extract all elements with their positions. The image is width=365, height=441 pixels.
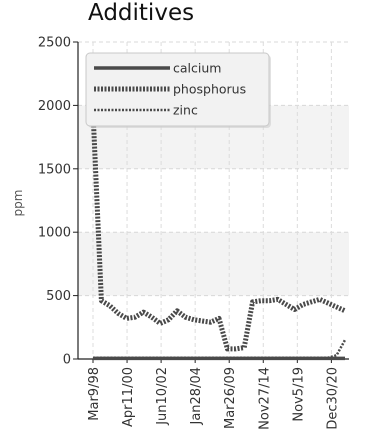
y-tick-labels: 0 500 1000 1500 2000 2500 bbox=[38, 36, 78, 368]
legend: calcium phosphorus zinc bbox=[85, 52, 271, 128]
x-tick-label: Jan28/04 bbox=[189, 367, 204, 426]
y-tick-label: 500 bbox=[46, 289, 71, 304]
x-tick-label: Mar26/09 bbox=[223, 367, 238, 429]
grid-bands bbox=[78, 105, 349, 296]
grid-band bbox=[78, 232, 349, 296]
y-tick-label: 0 bbox=[63, 353, 71, 368]
x-tick-label: Nov27/14 bbox=[257, 367, 272, 430]
x-tick-labels: Mar9/98 Apr11/00 Jun10/02 Jan28/04 Mar26/09 N… bbox=[87, 359, 340, 430]
y-tick-label: 2000 bbox=[38, 99, 71, 114]
chart-title: Additives bbox=[88, 0, 195, 26]
legend-label-phosphorus: phosphorus bbox=[173, 82, 246, 97]
y-axis-label: ppm bbox=[11, 190, 25, 217]
y-tick-label: 2500 bbox=[38, 36, 71, 51]
legend-label-calcium: calcium bbox=[173, 61, 221, 76]
x-tick-label: Nov5/19 bbox=[291, 367, 306, 422]
x-tick-label: Mar9/98 bbox=[87, 367, 102, 421]
legend-label-zinc: zinc bbox=[173, 103, 198, 118]
series-line-phosphorus bbox=[90, 111, 347, 352]
legend-box bbox=[85, 52, 270, 127]
x-tick-label: Dec30/20 bbox=[325, 367, 340, 430]
x-tick-label: Apr11/00 bbox=[121, 367, 136, 427]
y-tick-label: 1000 bbox=[38, 226, 71, 241]
series-lines bbox=[90, 111, 347, 361]
x-tick-label: Jun10/02 bbox=[155, 367, 170, 426]
series-line-zinc bbox=[93, 339, 347, 359]
y-tick-label: 1500 bbox=[38, 162, 71, 177]
